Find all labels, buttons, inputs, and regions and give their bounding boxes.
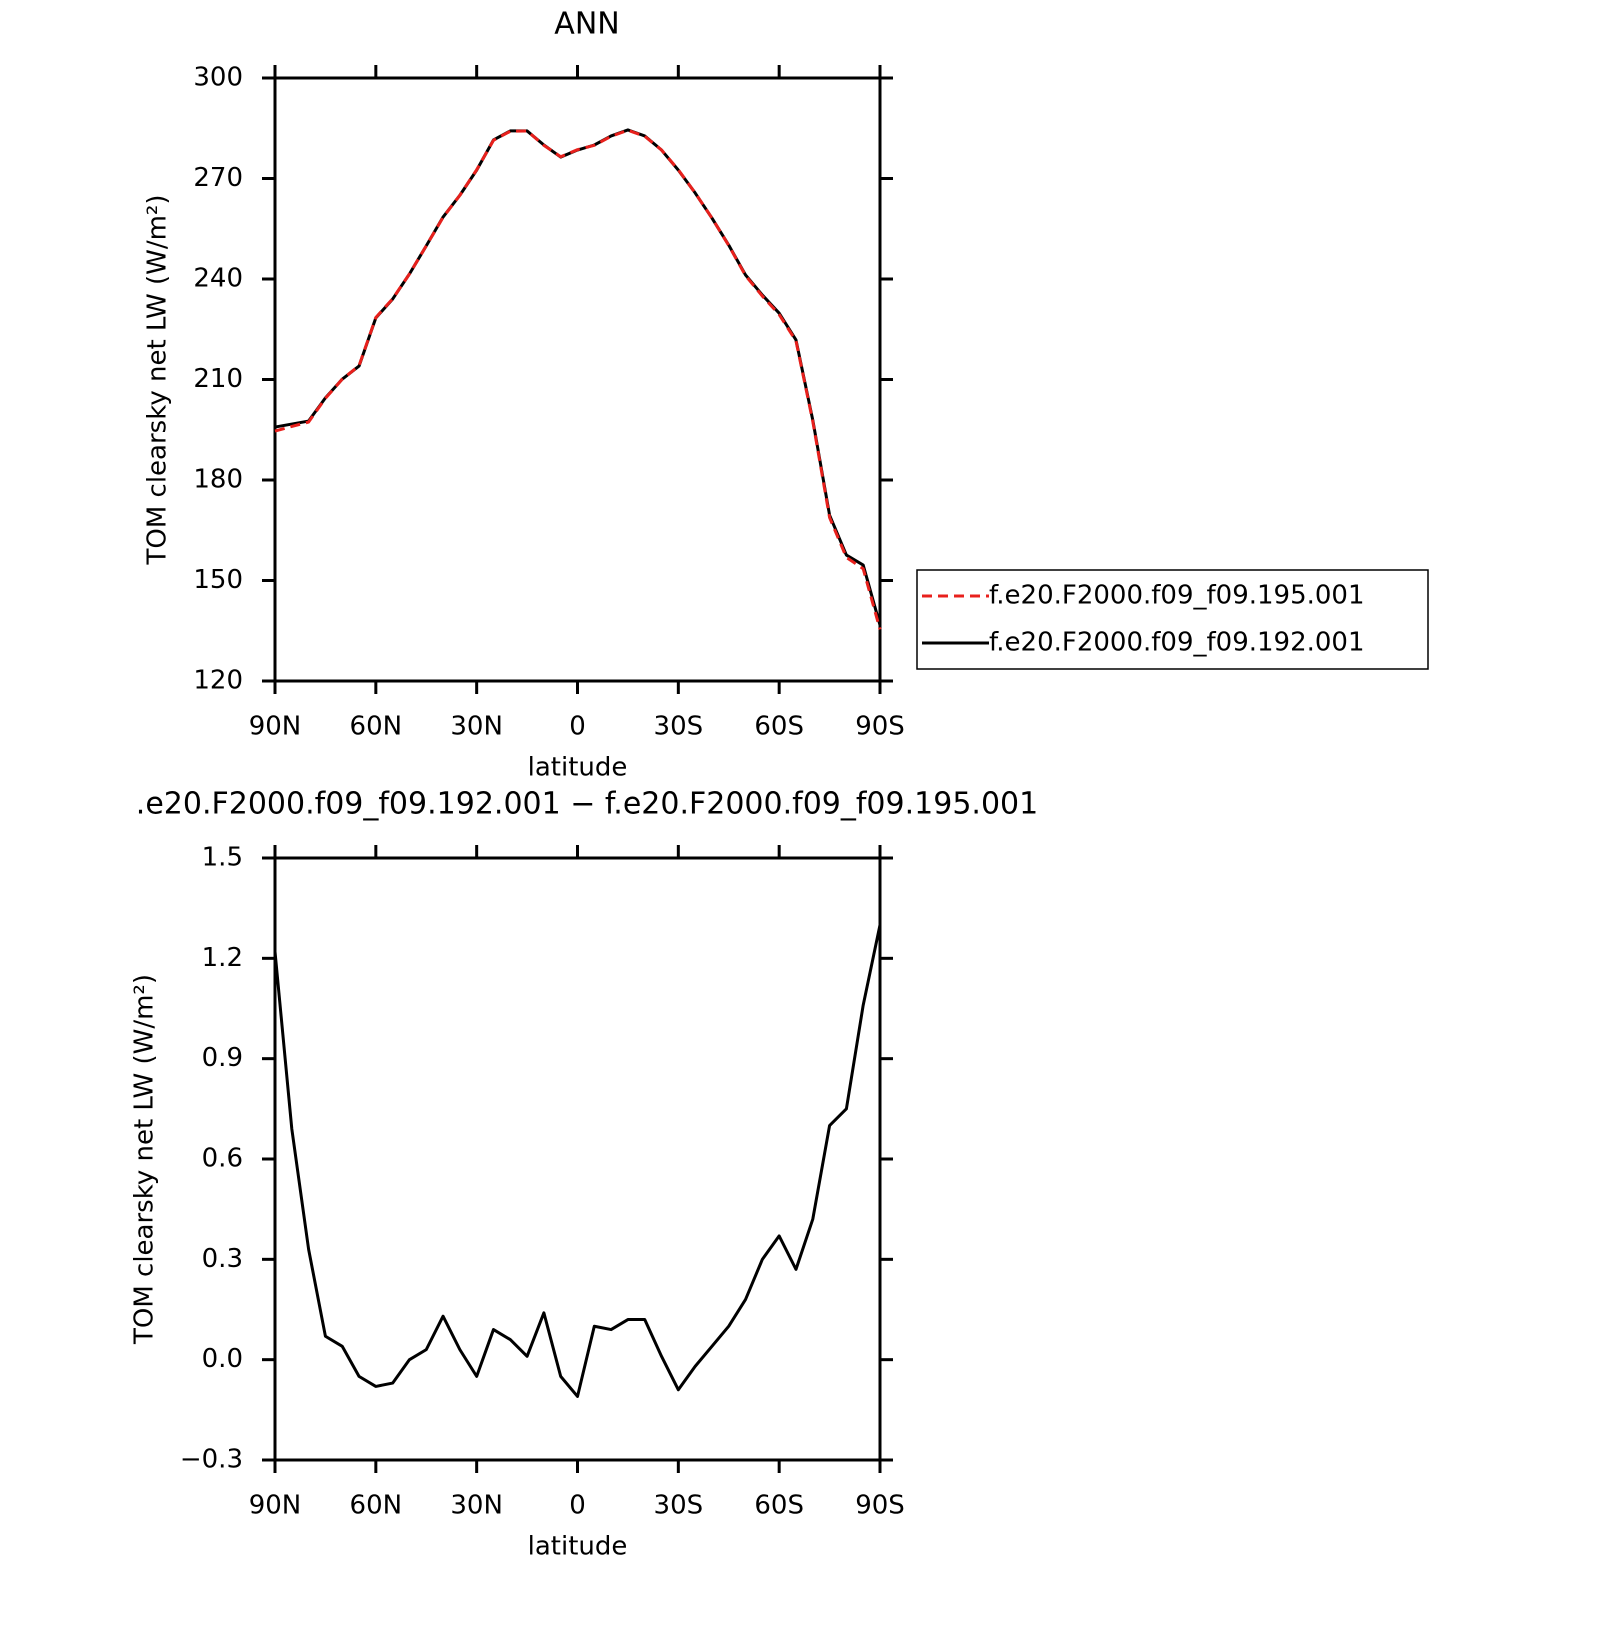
y-tick-label: 0.0 [202,1344,243,1374]
x-tick-label: 90S [855,1491,905,1521]
x-tick-label: 30S [654,1491,704,1521]
y-tick-label: 1.2 [202,943,243,973]
y-tick-label: 180 [193,465,243,495]
y-tick-label: 270 [193,163,243,193]
y-tick-label: 210 [193,364,243,394]
y-tick-label: 0.9 [202,1043,243,1073]
x-tick-label: 30N [450,712,503,742]
x-tick-label: 30S [654,712,704,742]
x-tick-label: 30N [450,1491,503,1521]
y-tick-label: 0.6 [202,1144,243,1174]
x-tick-label: 0 [569,712,586,742]
legend-box [916,569,1429,670]
y-tick-label: 0.3 [202,1244,243,1274]
data-line [273,924,882,1398]
legend-label: f.e20.F2000.f09_f09.195.001 [989,581,1365,611]
chart-title: ANN [554,7,619,42]
y-tick-label: 240 [193,264,243,294]
x-tick-label: 60N [350,1491,403,1521]
x-tick-label: 0 [569,1491,586,1521]
x-tick-label: 90N [249,1491,302,1521]
y-axis-label: TOM clearsky net LW (W/m²) [130,974,160,1345]
plot-frame [273,856,882,1462]
y-tick-label: 300 [193,63,243,93]
legend-label: f.e20.F2000.f09_f09.192.001 [989,628,1365,658]
x-tick-label: 60S [754,1491,804,1521]
x-tick-label: 90N [249,712,302,742]
data-line [274,128,882,626]
x-tick-label: 60S [754,712,804,742]
x-axis-label: latitude [528,1532,628,1562]
x-tick-label: 60N [350,712,403,742]
plot-frame [273,76,882,683]
y-axis-label: TOM clearsky net LW (W/m²) [143,194,173,565]
y-tick-label: 1.5 [202,843,243,873]
y-tick-label: 150 [193,565,243,595]
y-tick-label: −0.3 [180,1445,243,1475]
data-line [274,128,882,630]
chart-title: .e20.F2000.f09_f09.192.001 − f.e20.F2000… [136,787,1038,822]
y-tick-label: 120 [193,666,243,696]
x-axis-label: latitude [528,753,628,783]
x-tick-label: 90S [855,712,905,742]
